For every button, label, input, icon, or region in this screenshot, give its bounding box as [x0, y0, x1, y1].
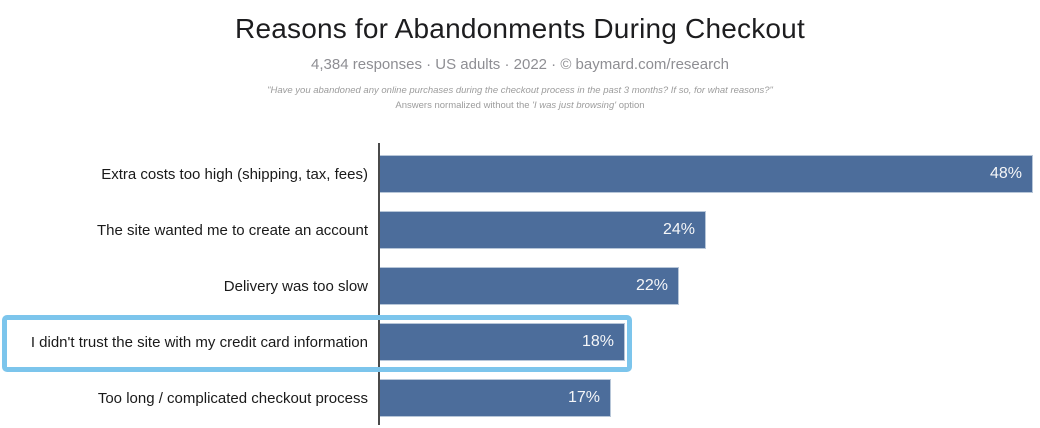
bar-row-create-account: The site wanted me to create an account … [0, 211, 1040, 249]
bar-value-label: 18% [581, 333, 614, 350]
bar-rows: Extra costs too high (shipping, tax, fee… [0, 155, 1040, 417]
bar: 48% [380, 155, 1033, 193]
bar-value-label: 22% [635, 277, 668, 294]
bar: 24% [380, 211, 706, 249]
category-label: Too long / complicated checkout process [97, 389, 368, 407]
bar: 17% [380, 379, 611, 417]
chart-footnote: "Have you abandoned any online purchases… [0, 84, 1040, 113]
category-label: I didn't trust the site with my credit c… [30, 333, 368, 351]
bar: 22% [380, 267, 679, 305]
bar-row-credit-card-trust: I didn't trust the site with my credit c… [0, 323, 1040, 361]
chart-header: Reasons for Abandonments During Checkout… [0, 13, 1040, 113]
survey-question: "Have you abandoned any online purchases… [267, 85, 773, 96]
category-label: The site wanted me to create an account [97, 221, 368, 239]
chart-title: Reasons for Abandonments During Checkout [235, 13, 805, 44]
bar-chart: Extra costs too high (shipping, tax, fee… [0, 143, 1040, 428]
bar-row-extra-costs: Extra costs too high (shipping, tax, fee… [0, 155, 1040, 193]
bar-value-label: 48% [989, 165, 1022, 182]
bar-value-label: 17% [567, 389, 600, 406]
y-axis-line [378, 143, 380, 425]
bar-row-long-checkout: Too long / complicated checkout process … [0, 379, 1040, 417]
normalization-note: Answers normalized without the 'I was ju… [395, 99, 645, 111]
bar: 18% [380, 323, 625, 361]
bar-row-delivery-slow: Delivery was too slow 22% [0, 267, 1040, 305]
category-label: Extra costs too high (shipping, tax, fee… [101, 165, 368, 183]
category-label: Delivery was too slow [223, 277, 368, 295]
chart-subtitle: 4,384 responses · US adults · 2022 · © b… [311, 56, 729, 73]
bar-value-label: 24% [662, 221, 695, 238]
